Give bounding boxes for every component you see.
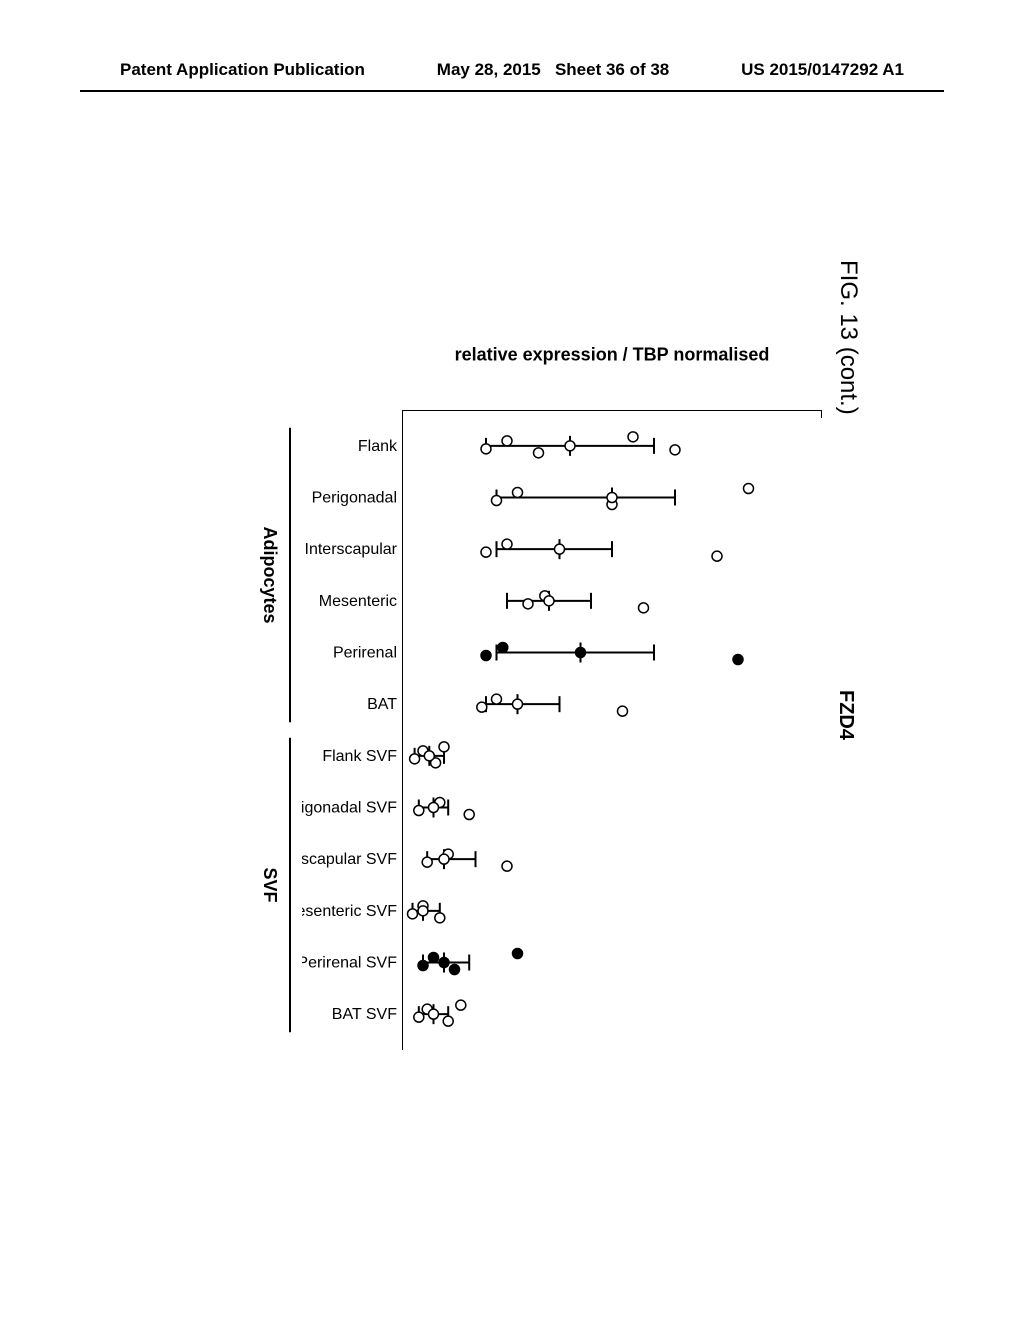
y-axis-label: relative expression / TBP normalised	[455, 345, 770, 366]
figure-rotated-container: FIG. 13 (cont.) FZD4 relative expression…	[162, 250, 862, 1150]
svg-text:Mesenteric SVF: Mesenteric SVF	[302, 903, 397, 920]
svg-text:Perirenal: Perirenal	[333, 645, 397, 662]
svg-text:Flank SVF: Flank SVF	[322, 748, 397, 765]
svg-text:Mesenteric: Mesenteric	[319, 593, 397, 610]
svg-text:Flank: Flank	[358, 438, 398, 455]
svg-text:Perirenal SVF: Perirenal SVF	[302, 955, 397, 972]
publication-label: Patent Application Publication	[120, 60, 365, 80]
sheet: Sheet 36 of 38	[555, 60, 669, 79]
date-sheet: May 28, 2015 Sheet 36 of 38	[437, 60, 669, 80]
svg-text:Adipocytes: Adipocytes	[260, 526, 280, 623]
x-axis-labels: Flank Perigonadal Interscapular Mesenteric P…	[302, 410, 402, 1050]
publication-number: US 2015/0147292 A1	[741, 60, 904, 80]
group-brackets: Adipocytes SVF	[262, 410, 302, 1050]
date: May 28, 2015	[437, 60, 541, 79]
svg-text:Interscapular: Interscapular	[305, 541, 398, 558]
svg-text:BAT: BAT	[367, 696, 397, 713]
chart-title: FZD4	[834, 690, 857, 740]
svg-text:Interscapular SVF: Interscapular SVF	[302, 851, 397, 868]
svg-text:Perigonadal SVF: Perigonadal SVF	[302, 800, 397, 817]
svg-text:Perigonadal: Perigonadal	[312, 490, 397, 507]
svg-text:SVF: SVF	[260, 867, 280, 902]
svg-text:BAT SVF: BAT SVF	[332, 1006, 397, 1023]
figure-label: FIG. 13 (cont.)	[834, 260, 862, 415]
page-header: Patent Application Publication May 28, 2…	[0, 60, 1024, 80]
header-rule	[80, 90, 944, 92]
scatter-plot: 05101520	[402, 410, 822, 1050]
